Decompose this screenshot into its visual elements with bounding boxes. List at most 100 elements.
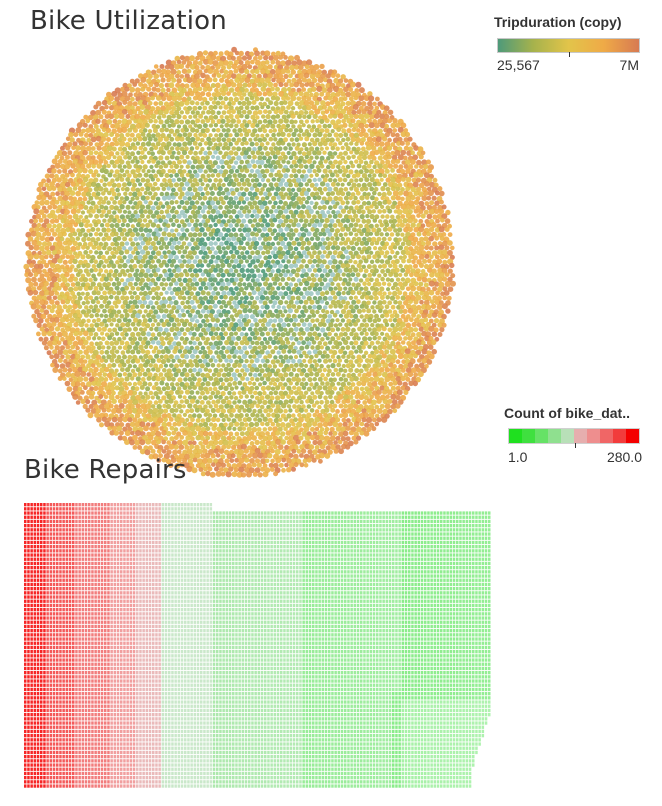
bike-bubble[interactable] [97,254,102,260]
bike-bubble[interactable] [48,290,55,297]
bike-bubble[interactable] [195,354,200,359]
bike-bubble[interactable] [119,313,125,319]
bike-bubble[interactable] [104,349,110,355]
bike-bubble[interactable] [150,358,156,364]
bike-bubble[interactable] [241,92,247,97]
bike-bubble[interactable] [220,335,226,341]
bike-bubble[interactable] [113,340,120,346]
bike-bubble[interactable] [336,362,342,368]
bike-bubble[interactable] [223,285,229,291]
bike-bubble[interactable] [214,133,219,138]
bike-bubble[interactable] [75,182,80,187]
bike-bubble[interactable] [265,358,270,364]
bike-bubble[interactable] [223,213,229,219]
bike-bubble[interactable] [99,294,105,301]
bike-bubble[interactable] [174,200,179,205]
bike-bubble[interactable] [205,318,210,323]
bike-bubble[interactable] [220,100,226,106]
bike-bubble[interactable] [112,200,117,205]
bike-bubble[interactable] [418,172,424,178]
bike-bubble[interactable] [197,303,203,309]
bike-bubble[interactable] [67,276,74,283]
bike-bubble[interactable] [127,210,132,215]
bike-bubble[interactable] [250,59,255,65]
bike-bubble[interactable] [114,331,120,336]
bike-bubble[interactable] [65,354,71,360]
bike-bubble[interactable] [285,168,291,173]
bike-bubble[interactable] [96,345,102,351]
bike-bubble[interactable] [348,258,353,264]
bike-bubble[interactable] [291,124,296,129]
bike-bubble[interactable] [342,122,348,128]
bike-bubble[interactable] [267,227,273,233]
bike-bubble[interactable] [237,127,243,133]
bike-bubble[interactable] [131,250,136,255]
bike-bubble[interactable] [317,205,323,211]
bike-bubble[interactable] [283,218,289,224]
bike-bubble[interactable] [180,300,185,306]
bike-bubble[interactable] [195,118,201,124]
bike-bubble[interactable] [281,295,286,300]
bike-bubble[interactable] [238,349,244,355]
bike-bubble[interactable] [346,245,351,250]
bike-bubble[interactable] [252,335,258,341]
bike-bubble[interactable] [244,367,250,373]
bike-bubble[interactable] [110,242,115,247]
bike-bubble[interactable] [249,359,255,364]
bike-bubble[interactable] [27,289,34,296]
bike-bubble[interactable] [195,218,200,223]
bike-bubble[interactable] [51,331,57,337]
bike-bubble[interactable] [188,340,193,345]
bike-bubble[interactable] [301,214,306,219]
bike-bubble[interactable] [246,100,252,106]
bike-bubble[interactable] [213,222,218,228]
bike-bubble[interactable] [270,349,276,355]
bike-bubble[interactable] [379,286,385,292]
bike-bubble[interactable] [221,345,226,351]
bike-bubble[interactable] [95,290,101,296]
bike-bubble[interactable] [263,191,268,197]
bike-bubble[interactable] [187,313,193,318]
bike-bubble[interactable] [111,281,117,287]
bike-bubble[interactable] [356,336,361,341]
bike-bubble[interactable] [366,200,372,206]
bike-bubble[interactable] [197,259,203,264]
bike-bubble[interactable] [310,318,316,324]
bike-bubble[interactable] [122,200,127,205]
bike-bubble[interactable] [348,169,354,175]
bike-bubble[interactable] [174,317,180,323]
bike-bubble[interactable] [64,172,70,178]
bike-bubble[interactable] [185,263,190,269]
bike-bubble[interactable] [158,155,164,161]
bike-bubble[interactable] [376,362,382,368]
bike-bubble[interactable] [340,236,345,242]
bike-bubble[interactable] [121,290,127,296]
bike-bubble[interactable] [111,317,117,323]
bike-bubble[interactable] [192,277,197,282]
bike-bubble[interactable] [223,322,229,328]
bike-bubble[interactable] [96,245,102,251]
bike-bubble[interactable] [341,272,346,277]
bike-bubble[interactable] [238,67,245,74]
bike-bubble[interactable] [76,291,82,297]
bike-bubble[interactable] [38,217,44,223]
bike-bubble[interactable] [304,119,310,124]
bike-bubble[interactable] [229,331,234,337]
bike-bubble[interactable] [285,340,291,345]
bike-bubble[interactable] [167,149,173,155]
bike-bubble[interactable] [187,186,193,192]
bike-bubble[interactable] [327,340,333,345]
bike-bubble[interactable] [330,154,335,160]
bike-bubble[interactable] [84,132,89,138]
bike-bubble[interactable] [111,290,117,296]
bike-bubble[interactable] [237,254,242,260]
bike-bubble[interactable] [377,254,382,259]
bike-bubble[interactable] [337,286,343,292]
bike-bubble[interactable] [359,249,365,255]
bike-bubble[interactable] [203,323,208,328]
bike-bubble[interactable] [152,245,159,251]
bike-bubble[interactable] [284,317,290,323]
bike-bubble[interactable] [181,295,187,301]
bike-bubble[interactable] [198,313,203,319]
bike-bubble[interactable] [231,236,237,242]
